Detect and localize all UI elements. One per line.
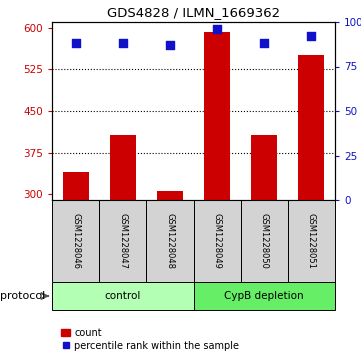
Point xyxy=(120,40,126,46)
Text: GSM1228051: GSM1228051 xyxy=(307,213,316,269)
Bar xyxy=(99,200,146,282)
Title: GDS4828 / ILMN_1669362: GDS4828 / ILMN_1669362 xyxy=(107,7,280,20)
Point xyxy=(309,33,314,39)
Bar xyxy=(110,135,136,200)
Bar xyxy=(52,282,193,310)
Point xyxy=(167,42,173,48)
Bar xyxy=(193,200,241,282)
Text: GSM1228049: GSM1228049 xyxy=(213,213,222,269)
Bar xyxy=(157,191,183,200)
Bar xyxy=(146,200,193,282)
Text: control: control xyxy=(105,291,141,301)
Point xyxy=(214,26,220,32)
Text: CypB depletion: CypB depletion xyxy=(225,291,304,301)
Text: protocol: protocol xyxy=(0,291,45,301)
Point xyxy=(73,40,78,46)
Bar xyxy=(241,200,288,282)
Text: GSM1228050: GSM1228050 xyxy=(260,213,269,269)
Text: GSM1228047: GSM1228047 xyxy=(118,213,127,269)
Bar xyxy=(299,56,325,200)
Bar xyxy=(288,200,335,282)
Bar xyxy=(251,135,277,200)
Bar xyxy=(52,200,99,282)
Point xyxy=(261,40,267,46)
Bar xyxy=(193,282,335,310)
Text: GSM1228048: GSM1228048 xyxy=(165,213,174,269)
Legend: count, percentile rank within the sample: count, percentile rank within the sample xyxy=(57,324,243,355)
Bar xyxy=(204,32,230,200)
Bar xyxy=(62,172,88,200)
Text: GSM1228046: GSM1228046 xyxy=(71,213,80,269)
